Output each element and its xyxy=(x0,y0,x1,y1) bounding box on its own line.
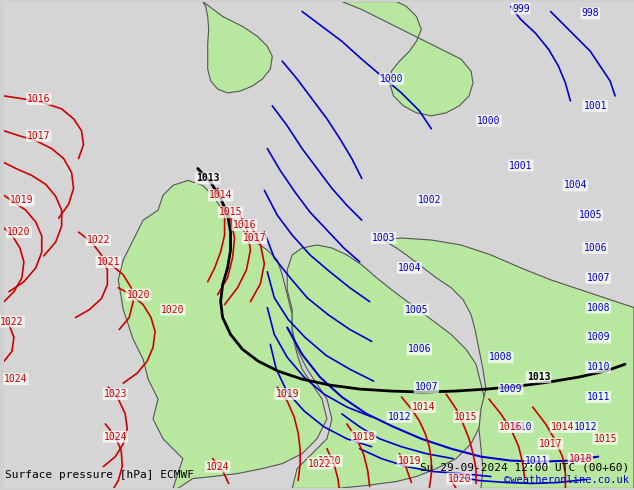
Text: 1009: 1009 xyxy=(499,384,522,394)
Polygon shape xyxy=(119,180,327,489)
Text: 1002: 1002 xyxy=(418,196,441,205)
Text: 1004: 1004 xyxy=(398,263,421,273)
Text: Su 29-09-2024 12:00 UTC (00+60): Su 29-09-2024 12:00 UTC (00+60) xyxy=(420,463,629,473)
Text: 1017: 1017 xyxy=(27,131,51,141)
Text: 1016: 1016 xyxy=(27,94,51,104)
Polygon shape xyxy=(203,1,272,93)
Text: 1024: 1024 xyxy=(206,462,230,471)
Text: 1008: 1008 xyxy=(489,352,513,362)
Text: 1008: 1008 xyxy=(586,303,610,313)
Text: 1005: 1005 xyxy=(404,305,428,315)
Text: 1012: 1012 xyxy=(388,412,411,422)
Text: 1021: 1021 xyxy=(96,257,120,267)
Text: 1014: 1014 xyxy=(209,190,233,200)
Text: 1019: 1019 xyxy=(275,389,299,399)
Text: 1013: 1013 xyxy=(196,173,219,183)
Text: 1016: 1016 xyxy=(499,422,522,432)
Text: 1015: 1015 xyxy=(593,434,617,444)
Polygon shape xyxy=(382,238,634,489)
Text: 1015: 1015 xyxy=(219,207,242,217)
Text: ©weatheronline.co.uk: ©weatheronline.co.uk xyxy=(504,475,629,485)
Text: 1005: 1005 xyxy=(579,210,602,220)
Text: 1024: 1024 xyxy=(4,374,28,384)
Text: 1020: 1020 xyxy=(448,473,471,484)
Polygon shape xyxy=(342,1,473,116)
Text: 1017: 1017 xyxy=(243,233,266,243)
Text: 1000: 1000 xyxy=(477,116,501,126)
Text: 1022: 1022 xyxy=(0,317,23,326)
Text: Surface pressure [hPa] ECMWF: Surface pressure [hPa] ECMWF xyxy=(5,470,194,480)
Text: 1017: 1017 xyxy=(539,439,562,449)
Text: 1019: 1019 xyxy=(10,196,34,205)
Text: 1023: 1023 xyxy=(103,389,127,399)
Text: 1020: 1020 xyxy=(126,290,150,300)
Text: 1004: 1004 xyxy=(564,180,587,191)
Text: 999: 999 xyxy=(512,3,529,14)
Text: 1014: 1014 xyxy=(411,402,435,412)
Text: 1022: 1022 xyxy=(308,459,332,468)
Text: 1007: 1007 xyxy=(586,273,610,283)
Text: 1015: 1015 xyxy=(455,412,478,422)
Text: 1012: 1012 xyxy=(574,422,597,432)
Text: 1010: 1010 xyxy=(509,422,533,432)
Text: 1018: 1018 xyxy=(352,432,375,442)
Text: 1003: 1003 xyxy=(372,233,396,243)
Text: 1018: 1018 xyxy=(569,454,592,464)
Text: 1007: 1007 xyxy=(415,382,438,392)
Text: 1013: 1013 xyxy=(527,372,550,382)
Text: 1020: 1020 xyxy=(7,227,30,237)
Polygon shape xyxy=(287,245,486,489)
Text: 1016: 1016 xyxy=(233,220,256,230)
Text: 1010: 1010 xyxy=(586,362,610,372)
Text: 1011: 1011 xyxy=(586,392,610,402)
Text: 1014: 1014 xyxy=(551,422,574,432)
Text: 1000: 1000 xyxy=(380,74,403,84)
Text: 1022: 1022 xyxy=(87,235,110,245)
Text: 1006: 1006 xyxy=(408,344,431,354)
Text: 1019: 1019 xyxy=(398,456,421,466)
Text: 1006: 1006 xyxy=(583,243,607,253)
Text: 1001: 1001 xyxy=(583,101,607,111)
Text: 1024: 1024 xyxy=(103,432,127,442)
Text: 1020: 1020 xyxy=(161,305,184,315)
Text: 1011: 1011 xyxy=(525,456,548,466)
Text: 998: 998 xyxy=(581,8,599,19)
Text: 1020: 1020 xyxy=(318,456,342,466)
Text: 1009: 1009 xyxy=(586,332,610,343)
Text: 1001: 1001 xyxy=(509,161,533,171)
